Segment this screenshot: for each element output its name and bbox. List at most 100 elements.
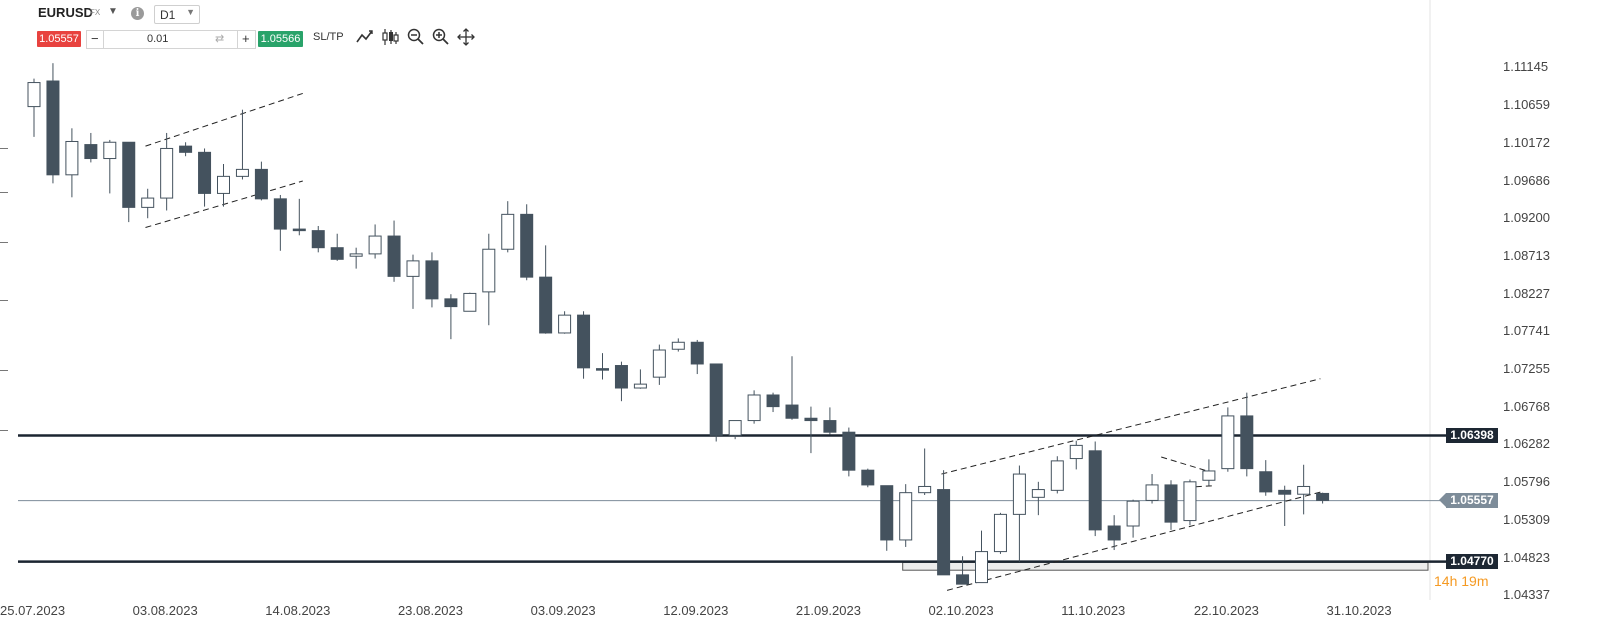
candle	[709, 363, 723, 442]
bear-candle-body	[198, 151, 212, 194]
buy-button[interactable]: 1.05566	[258, 31, 303, 47]
bull-candle-body	[993, 513, 1007, 553]
timeframe-value: D1	[160, 8, 176, 22]
candle	[1050, 456, 1064, 494]
candle	[217, 163, 230, 207]
candle	[122, 141, 136, 223]
bull-candle-body	[1297, 485, 1311, 495]
candle	[1221, 407, 1235, 472]
chart-type-icon[interactable]	[355, 27, 375, 47]
date-tick-label: 14.08.2023	[265, 603, 331, 618]
bull-candle-body	[463, 292, 477, 312]
price-tick-label: 1.08713	[1503, 247, 1550, 263]
candle	[918, 448, 932, 495]
date-tick-label: 02.10.2023	[928, 603, 994, 618]
quantity-stepper[interactable]: − 0.01 ⇄ +	[86, 30, 256, 49]
bull-candle-body	[1012, 473, 1026, 515]
price-tick-label: 1.09200	[1503, 210, 1550, 226]
candle	[84, 132, 98, 163]
bear-candle-body	[46, 80, 60, 176]
bear-candle-body	[273, 198, 287, 230]
increase-button[interactable]: +	[242, 31, 250, 46]
candle	[671, 338, 685, 352]
bear-candle-body	[614, 365, 628, 389]
candle	[160, 132, 174, 211]
timeframe-select[interactable]: D1 ▼	[154, 5, 200, 24]
candle-countdown: 14h 19m	[1434, 573, 1489, 589]
bull-candle-body	[160, 147, 174, 199]
candle	[1145, 474, 1159, 504]
bear-candle-body	[804, 417, 818, 422]
candle	[728, 420, 742, 440]
candle	[46, 63, 60, 184]
candle	[1183, 479, 1197, 526]
sidebar-tick	[0, 148, 8, 149]
candle	[1297, 464, 1311, 515]
bull-candle-body	[368, 235, 382, 255]
candle	[1259, 460, 1273, 496]
bear-candle-body	[311, 230, 325, 249]
symbol-label[interactable]: EURUSD	[38, 5, 93, 20]
candle	[1012, 465, 1026, 562]
bear-candle-body	[292, 228, 306, 232]
candle	[65, 128, 79, 198]
candle	[1240, 392, 1254, 477]
candle	[690, 339, 704, 375]
bear-candle-body	[956, 574, 970, 585]
bear-candle-body	[823, 420, 837, 433]
symbol-dropdown-icon[interactable]: ▼	[108, 6, 118, 17]
candle	[444, 294, 458, 340]
quantity-input[interactable]: 0.01	[147, 33, 169, 45]
date-tick-label: 23.08.2023	[397, 603, 464, 618]
trendline	[145, 180, 303, 229]
decrease-button[interactable]: −	[91, 31, 99, 46]
sltp-button[interactable]: SL/TP	[313, 31, 344, 43]
bear-candle-body	[1088, 450, 1102, 531]
bear-candle-body	[577, 314, 591, 369]
info-icon[interactable]: i	[131, 7, 144, 20]
price-tick-label: 1.11145	[1503, 59, 1549, 75]
trendline	[145, 92, 303, 147]
sidebar-tick	[0, 430, 8, 431]
bear-candle-body	[520, 213, 534, 278]
bull-candle-body	[728, 420, 742, 436]
bull-candle-body	[65, 140, 79, 176]
candle	[1088, 441, 1102, 537]
bear-candle-body	[690, 341, 704, 365]
trendline	[946, 490, 1325, 591]
indicators-icon[interactable]	[381, 27, 401, 47]
divider	[237, 31, 238, 48]
zoom-in-icon[interactable]	[431, 27, 451, 47]
date-tick-label: 12.09.2023	[663, 603, 729, 618]
bear-candle-body	[444, 298, 458, 308]
bull-candle-body	[406, 260, 420, 277]
bear-candle-body	[880, 485, 894, 541]
candle	[861, 468, 875, 488]
drawing-tools-sidebar[interactable]	[0, 130, 14, 490]
candle	[292, 198, 306, 236]
move-icon[interactable]	[456, 27, 476, 47]
zoom-out-icon[interactable]	[406, 27, 426, 47]
bear-candle-body	[330, 247, 344, 260]
trendline	[1161, 456, 1213, 473]
date-tick-label: 25.07.2023	[0, 603, 66, 618]
date-tick-label: 03.09.2023	[530, 603, 596, 618]
price-tick-label: 1.04337	[1503, 587, 1550, 603]
sell-button[interactable]: 1.05557	[37, 31, 81, 47]
bear-candle-body	[842, 431, 856, 471]
candle	[1278, 485, 1292, 527]
bear-candle-body	[425, 260, 439, 300]
candle	[899, 484, 913, 547]
candle	[880, 485, 894, 551]
candle	[349, 247, 363, 269]
trendline	[941, 378, 1321, 475]
market-label: FX	[90, 8, 101, 17]
candle	[368, 224, 382, 259]
candle	[975, 530, 988, 584]
bull-candle-body	[899, 492, 913, 541]
price-tick-label: 1.08227	[1503, 285, 1550, 301]
switch-icon[interactable]: ⇄	[215, 33, 225, 45]
date-tick-label: 31.10.2023	[1326, 603, 1392, 618]
bull-candle-body	[1183, 481, 1197, 522]
